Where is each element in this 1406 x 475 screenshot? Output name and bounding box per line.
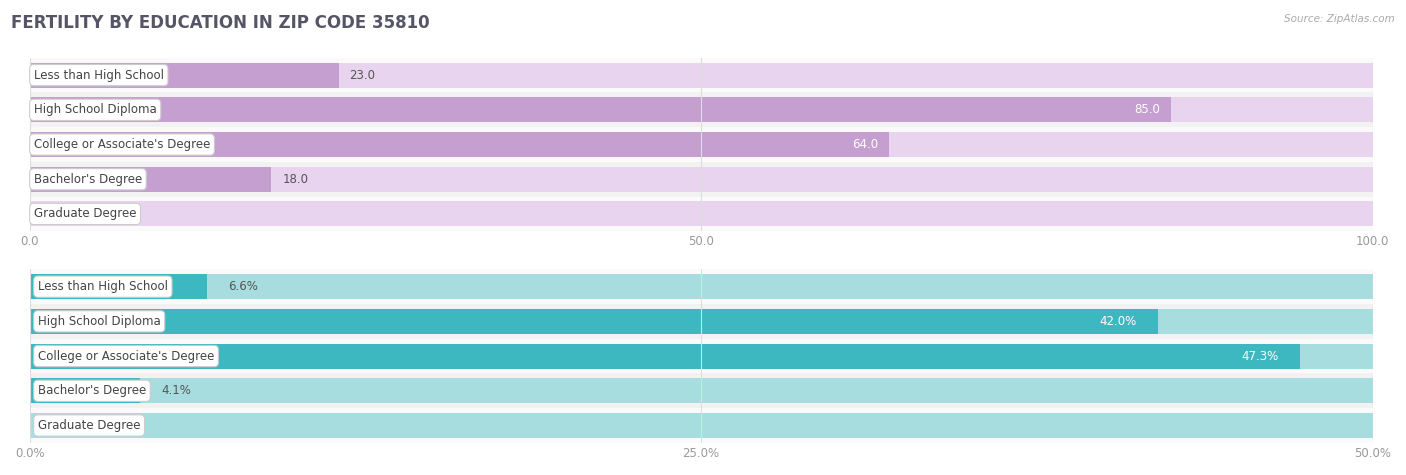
- Text: Bachelor's Degree: Bachelor's Degree: [38, 384, 146, 397]
- Bar: [30, 167, 1372, 192]
- Text: High School Diploma: High School Diploma: [38, 315, 160, 328]
- Bar: [30, 197, 1372, 231]
- Bar: [30, 132, 889, 157]
- Bar: [30, 269, 1372, 304]
- Text: 0.0: 0.0: [41, 208, 59, 220]
- Text: Graduate Degree: Graduate Degree: [38, 419, 141, 432]
- Text: College or Associate's Degree: College or Associate's Degree: [34, 138, 211, 151]
- Bar: [30, 97, 1372, 122]
- Bar: [30, 167, 271, 192]
- Text: 18.0: 18.0: [283, 173, 308, 186]
- Bar: [30, 274, 207, 299]
- Text: 47.3%: 47.3%: [1241, 350, 1278, 362]
- Text: FERTILITY BY EDUCATION IN ZIP CODE 35810: FERTILITY BY EDUCATION IN ZIP CODE 35810: [11, 14, 430, 32]
- Bar: [30, 127, 1372, 162]
- Text: 6.6%: 6.6%: [229, 280, 259, 293]
- Bar: [30, 97, 1171, 122]
- Bar: [30, 373, 1372, 408]
- Bar: [30, 93, 1372, 127]
- Bar: [30, 63, 1372, 87]
- Bar: [30, 343, 1372, 369]
- Text: Less than High School: Less than High School: [38, 280, 167, 293]
- Bar: [30, 408, 1372, 443]
- Bar: [30, 162, 1372, 197]
- Text: Source: ZipAtlas.com: Source: ZipAtlas.com: [1284, 14, 1395, 24]
- Bar: [30, 309, 1372, 334]
- Text: 0.0%: 0.0%: [51, 419, 82, 432]
- Text: High School Diploma: High School Diploma: [34, 104, 156, 116]
- Bar: [30, 132, 1372, 157]
- Text: Less than High School: Less than High School: [34, 68, 165, 82]
- Bar: [30, 304, 1372, 339]
- Text: College or Associate's Degree: College or Associate's Degree: [38, 350, 214, 362]
- Bar: [30, 201, 1372, 227]
- Bar: [30, 274, 1372, 299]
- Bar: [30, 58, 1372, 93]
- Bar: [30, 378, 141, 403]
- Bar: [30, 309, 1157, 334]
- Text: Bachelor's Degree: Bachelor's Degree: [34, 173, 142, 186]
- Bar: [30, 343, 1301, 369]
- Text: 64.0: 64.0: [852, 138, 879, 151]
- Text: 42.0%: 42.0%: [1099, 315, 1136, 328]
- Text: Graduate Degree: Graduate Degree: [34, 208, 136, 220]
- Bar: [30, 378, 1372, 403]
- Bar: [30, 413, 1372, 438]
- Text: 85.0: 85.0: [1135, 104, 1160, 116]
- Text: 23.0: 23.0: [349, 68, 375, 82]
- Bar: [30, 339, 1372, 373]
- Text: 4.1%: 4.1%: [162, 384, 191, 397]
- Bar: [30, 63, 339, 87]
